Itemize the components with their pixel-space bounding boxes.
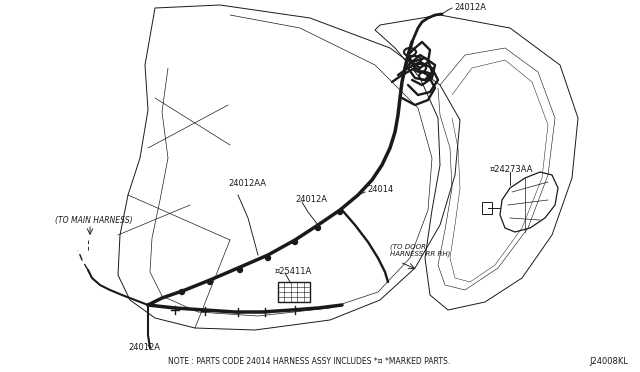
Text: J24008KL: J24008KL (589, 357, 628, 366)
Bar (278, 282, 310, 302)
Text: NOTE : PARTS CODE 24014 HARNESS ASSY INCLUDES *¤ *MARKED PARTS.: NOTE : PARTS CODE 24014 HARNESS ASSY INC… (168, 357, 450, 366)
Text: (TO DOOR
HARNESS RR RH): (TO DOOR HARNESS RR RH) (390, 243, 451, 257)
Text: 24012A: 24012A (295, 196, 327, 205)
Text: 24014: 24014 (367, 186, 393, 195)
Text: ¤24273AA: ¤24273AA (490, 166, 534, 174)
Text: ¤25411A: ¤25411A (275, 266, 312, 276)
Circle shape (237, 267, 243, 273)
Circle shape (316, 225, 321, 231)
Circle shape (292, 240, 298, 244)
Circle shape (337, 209, 342, 215)
Circle shape (179, 289, 184, 295)
Text: 24012A: 24012A (128, 343, 160, 353)
Circle shape (207, 279, 212, 285)
Text: 24012A: 24012A (454, 3, 486, 12)
Bar (482, 202, 492, 214)
Text: 24012AA: 24012AA (228, 179, 266, 187)
Text: (TO MAIN HARNESS): (TO MAIN HARNESS) (55, 215, 132, 224)
Circle shape (266, 256, 271, 260)
